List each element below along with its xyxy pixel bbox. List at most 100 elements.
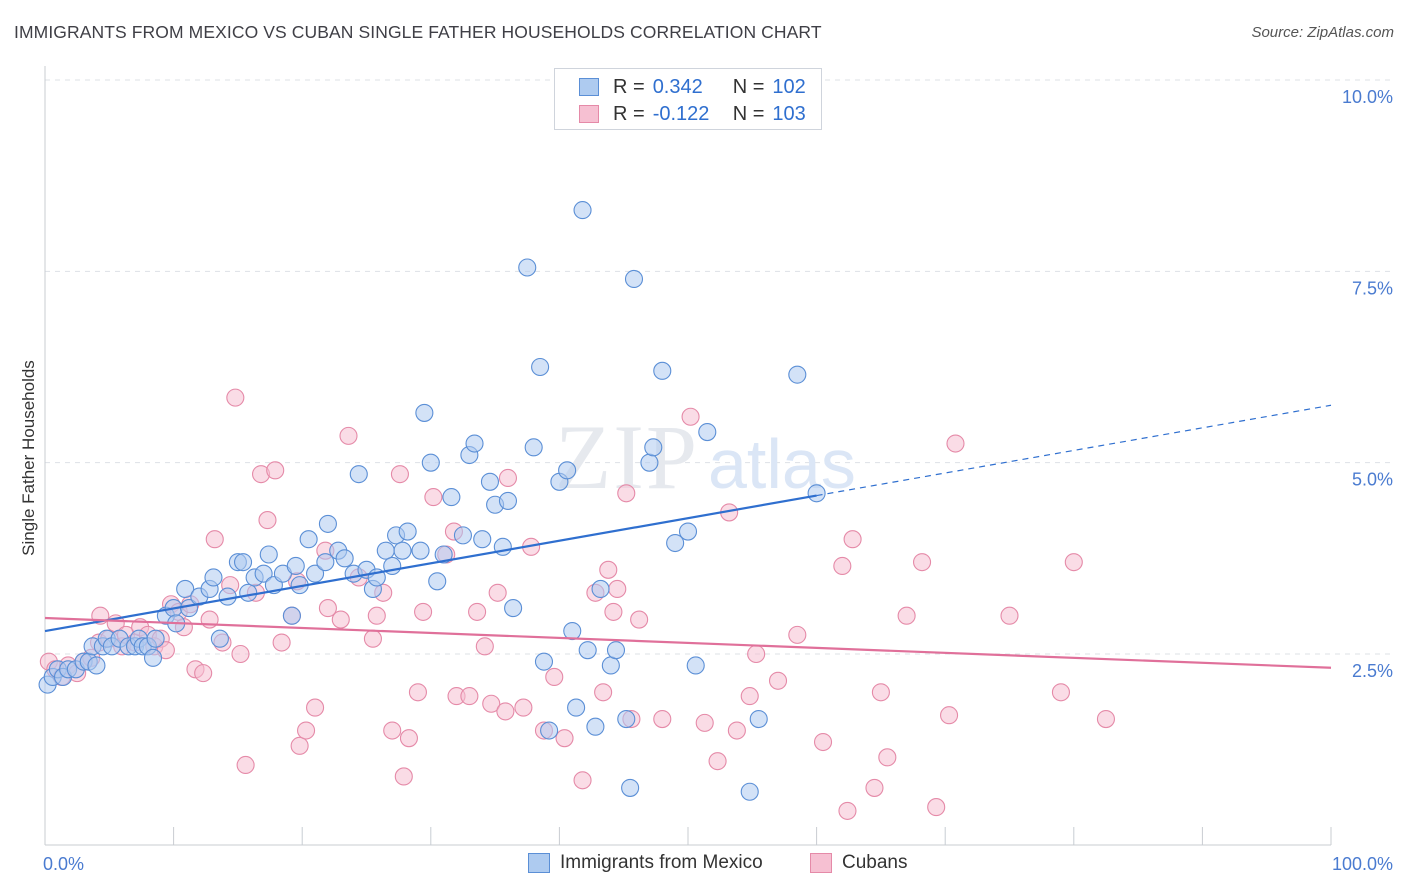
data-point [339,426,358,445]
data-point [878,748,897,767]
data-point [606,641,626,660]
data-point [393,541,412,560]
data-point [653,710,672,729]
data-point [601,656,620,675]
y-tick-label: 7.5% [1352,278,1393,298]
stats-legend: R = 0.342 N = 102 R = -0.122 N = 103 [554,68,822,130]
legend-r-value: -0.122 [652,102,710,125]
y-tick-label: 2.5% [1352,661,1393,681]
data-point [442,488,461,507]
data-point [414,602,433,621]
data-point [316,553,335,572]
legend-row-mexico: R = 0.342 N = 102 [579,75,806,99]
data-point [666,533,685,553]
data-point [299,530,318,549]
legend-r-label: R = [613,102,645,125]
legend-r-value: 0.342 [652,75,703,98]
data-point [833,556,852,576]
data-point [383,721,402,740]
data-point [599,560,618,579]
data-point [286,556,305,576]
data-point [282,606,301,625]
data-point [376,541,395,560]
data-point [428,572,447,591]
data-point [558,461,577,480]
data-point [482,694,501,713]
data-point [258,511,277,530]
legend-row-cubans: R = -0.122 N = 103 [579,102,806,126]
legend-swatch-pink [810,853,832,873]
data-point [807,484,826,503]
data-point [473,530,492,549]
data-point [363,629,382,648]
y-axis-label: Single Father Households [19,360,38,556]
data-point [678,522,698,541]
y-tick-label: 5.0% [1352,470,1393,490]
data-point [695,713,714,732]
x-tick-label: 0.0% [43,854,84,874]
trend-line-cubans [44,616,1332,669]
trend-line-mexico-extension [816,404,1332,497]
data-point [415,403,434,422]
grid-lines [45,79,1392,655]
data-point [421,453,440,472]
data-point [514,698,533,717]
data-point [640,453,659,472]
data-point [411,541,430,560]
data-point [617,484,636,503]
legend-swatch-pink [579,105,599,123]
data-point [205,530,224,549]
data-point [531,357,550,377]
data-point [335,549,354,568]
data-point [740,687,759,706]
data-point [239,583,258,602]
data-point [259,545,278,564]
data-point [465,434,484,453]
data-point [318,599,337,618]
data-point [349,465,368,484]
legend-swatch-blue [579,78,599,96]
legend-n-label: N = [732,75,765,98]
data-point [210,629,229,648]
data-point [788,365,807,384]
data-point [708,752,727,771]
data-point [838,801,857,820]
legend-label-mexico: Immigrants from Mexico [560,852,763,873]
series-immigrants-from-mexico [38,201,826,801]
data-point [204,568,223,587]
data-point [231,644,250,664]
legend-n-label: N = [732,102,765,125]
data-point [621,778,640,797]
data-point [788,625,807,644]
data-point [567,698,586,717]
data-point [624,269,644,289]
trend-line-mexico [44,494,817,633]
data-point [518,258,537,277]
data-point [176,579,195,598]
data-point [1096,710,1115,729]
source-label: Source: ZipAtlas.com [1251,24,1394,41]
series-legend: Immigrants from Mexico Cubans [0,852,1406,878]
data-point [306,698,325,717]
data-point [591,579,610,598]
data-point [434,545,453,564]
data-point [146,629,165,648]
data-point [272,633,291,652]
data-point [940,706,959,725]
data-point [424,488,443,507]
data-point [594,683,613,702]
data-point [504,599,523,618]
tick-labels: 2.5% 5.0% 7.5% 10.0% 0.0% 100.0% [43,87,1393,874]
data-point [390,465,409,484]
data-point [398,522,417,541]
data-point [946,434,965,453]
data-point [604,602,623,621]
data-point [488,583,507,602]
data-point [266,461,285,480]
legend-swatch-blue [528,853,550,873]
data-point [608,579,627,598]
data-point [573,201,592,220]
data-point [297,721,316,740]
data-point [475,637,494,656]
